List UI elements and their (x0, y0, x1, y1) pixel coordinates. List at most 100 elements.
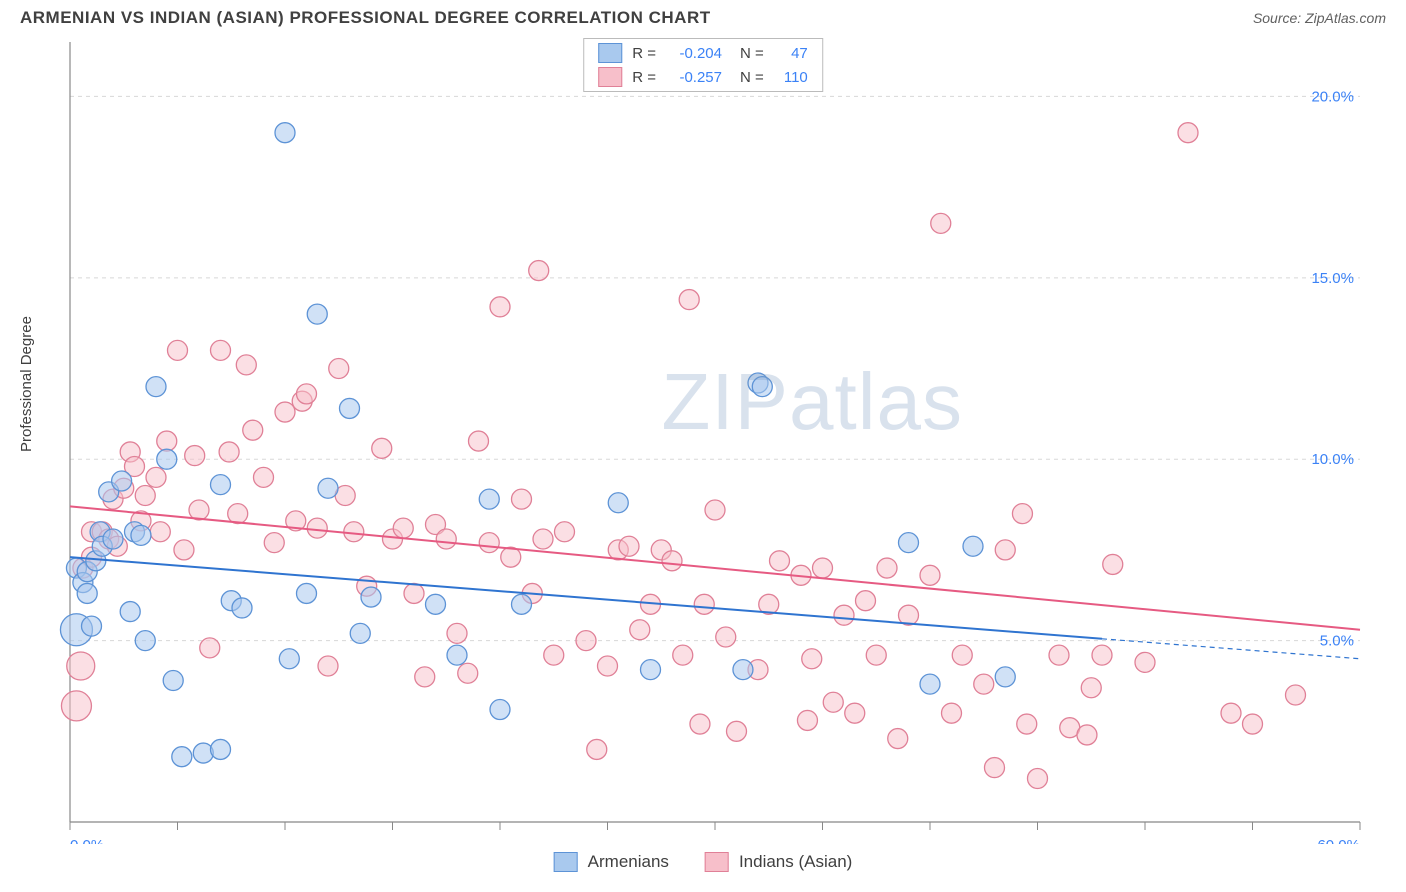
data-point (1017, 714, 1037, 734)
data-point (243, 420, 263, 440)
data-point (985, 758, 1005, 778)
legend-item: Armenians (554, 852, 669, 872)
data-point (690, 714, 710, 734)
legend-swatch (598, 67, 622, 87)
data-point (529, 261, 549, 281)
correlation-legend: R = -0.204 N = 47 R = -0.257 N = 110 (583, 38, 823, 92)
data-point (1092, 645, 1112, 665)
data-point (228, 504, 248, 524)
data-point (150, 522, 170, 542)
n-value: 110 (774, 69, 808, 86)
data-point (318, 656, 338, 676)
data-point (834, 605, 854, 625)
data-point (372, 438, 392, 458)
data-point (952, 645, 972, 665)
data-point (619, 536, 639, 556)
chart-title: ARMENIAN VS INDIAN (ASIAN) PROFESSIONAL … (20, 8, 711, 28)
data-point (694, 594, 714, 614)
data-point (1012, 504, 1032, 524)
data-point (512, 489, 532, 509)
data-point (189, 500, 209, 520)
data-point (877, 558, 897, 578)
data-point (168, 340, 188, 360)
data-point (279, 649, 299, 669)
n-value: 47 (774, 45, 808, 62)
r-value: -0.257 (666, 69, 722, 86)
data-point (436, 529, 456, 549)
data-point (1077, 725, 1097, 745)
data-point (673, 645, 693, 665)
y-tick-label: 5.0% (1320, 633, 1354, 650)
data-point (458, 663, 478, 683)
y-tick-label: 20.0% (1311, 88, 1354, 105)
y-tick-label: 15.0% (1311, 270, 1354, 287)
data-point (447, 645, 467, 665)
legend-row: R = -0.204 N = 47 (584, 41, 822, 65)
data-point (920, 565, 940, 585)
data-point (135, 485, 155, 505)
data-point (264, 533, 284, 553)
data-point (920, 674, 940, 694)
data-point (888, 729, 908, 749)
data-point (587, 739, 607, 759)
data-point (533, 529, 553, 549)
data-point (361, 587, 381, 607)
data-point (752, 377, 772, 397)
x-tick-label: 0.0% (70, 837, 104, 844)
data-point (211, 475, 231, 495)
data-point (995, 540, 1015, 560)
data-point (146, 467, 166, 487)
data-point (131, 525, 151, 545)
data-point (404, 583, 424, 603)
data-point (679, 290, 699, 310)
data-point (469, 431, 489, 451)
legend-row: R = -0.257 N = 110 (584, 65, 822, 89)
data-point (845, 703, 865, 723)
data-point (1135, 652, 1155, 672)
data-point (236, 355, 256, 375)
data-point (77, 583, 97, 603)
data-point (350, 623, 370, 643)
data-point (1103, 554, 1123, 574)
data-point (254, 467, 274, 487)
data-point (232, 598, 252, 618)
data-point (705, 500, 725, 520)
n-label: N = (740, 69, 764, 86)
data-point (770, 551, 790, 571)
y-tick-label: 10.0% (1311, 451, 1354, 468)
legend-swatch (598, 43, 622, 63)
data-point (82, 616, 102, 636)
data-point (172, 747, 192, 767)
data-point (135, 631, 155, 651)
data-point (555, 522, 575, 542)
data-point (823, 692, 843, 712)
data-point (426, 594, 446, 614)
legend-label: Armenians (588, 852, 669, 872)
r-label: R = (632, 69, 656, 86)
data-point (630, 620, 650, 640)
r-label: R = (632, 45, 656, 62)
data-point (157, 431, 177, 451)
n-label: N = (740, 45, 764, 62)
data-point (211, 340, 231, 360)
data-point (174, 540, 194, 560)
data-point (219, 442, 239, 462)
data-point (802, 649, 822, 669)
trend-line-indians (70, 506, 1360, 629)
data-point (1028, 768, 1048, 788)
data-point (866, 645, 886, 665)
data-point (112, 471, 132, 491)
data-point (1081, 678, 1101, 698)
chart-container: Professional Degree 5.0%10.0%15.0%20.0%0… (20, 32, 1386, 872)
data-point (931, 213, 951, 233)
legend-label: Indians (Asian) (739, 852, 852, 872)
data-point (662, 551, 682, 571)
data-point (490, 700, 510, 720)
source-label: Source: ZipAtlas.com (1253, 10, 1386, 26)
data-point (163, 671, 183, 691)
x-tick-label: 60.0% (1317, 837, 1360, 844)
data-point (1243, 714, 1263, 734)
data-point (157, 449, 177, 469)
legend-item: Indians (Asian) (705, 852, 852, 872)
data-point (447, 623, 467, 643)
